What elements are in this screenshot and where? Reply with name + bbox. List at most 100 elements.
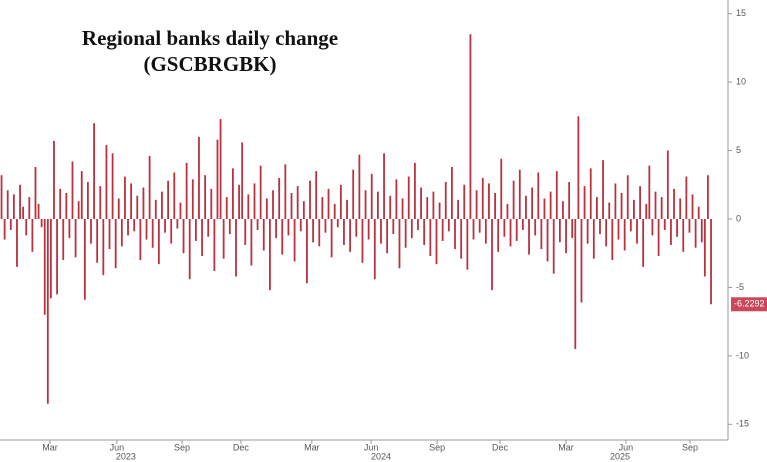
bar bbox=[370, 173, 373, 219]
bar bbox=[663, 219, 666, 230]
bar bbox=[558, 219, 561, 243]
bar bbox=[710, 219, 712, 305]
bar bbox=[22, 206, 25, 219]
bar bbox=[589, 168, 592, 219]
bar bbox=[568, 182, 571, 219]
year-label: 2023 bbox=[116, 451, 136, 461]
bar bbox=[302, 201, 305, 219]
bar bbox=[324, 219, 327, 233]
bar bbox=[151, 219, 154, 248]
bar bbox=[281, 219, 284, 255]
bar bbox=[188, 219, 191, 280]
bar bbox=[694, 219, 697, 248]
bar bbox=[77, 201, 80, 219]
bar bbox=[688, 219, 691, 233]
bar bbox=[447, 219, 450, 232]
bar bbox=[253, 183, 256, 219]
bar bbox=[595, 197, 598, 219]
bar bbox=[432, 191, 435, 219]
bar bbox=[117, 198, 120, 219]
bar bbox=[179, 202, 182, 219]
bar bbox=[216, 139, 219, 219]
bar bbox=[16, 219, 18, 267]
bar bbox=[608, 202, 611, 219]
bar bbox=[420, 187, 422, 219]
bar bbox=[247, 194, 250, 219]
bar bbox=[161, 191, 163, 219]
bar bbox=[481, 177, 484, 219]
bar bbox=[478, 219, 481, 233]
bar bbox=[296, 186, 299, 219]
bar bbox=[250, 219, 253, 266]
bar bbox=[346, 199, 348, 219]
bar bbox=[460, 219, 463, 259]
x-tick-label: Dec bbox=[233, 442, 250, 452]
bar bbox=[37, 203, 40, 219]
bar bbox=[339, 184, 342, 219]
bar bbox=[543, 198, 546, 219]
x-tick-label: Jun bbox=[110, 442, 125, 452]
bar bbox=[25, 219, 28, 236]
bar bbox=[170, 219, 173, 244]
bar bbox=[361, 219, 364, 263]
bar bbox=[124, 176, 126, 219]
bar bbox=[469, 34, 472, 219]
bar bbox=[12, 194, 15, 219]
bar bbox=[413, 162, 416, 219]
bar bbox=[691, 194, 694, 219]
bar bbox=[213, 219, 216, 272]
bar bbox=[562, 201, 564, 219]
bar bbox=[284, 164, 287, 219]
y-tick-label: 10 bbox=[736, 77, 746, 87]
bar bbox=[148, 156, 151, 219]
bar bbox=[549, 191, 552, 219]
bar bbox=[309, 180, 311, 219]
bar bbox=[176, 219, 179, 229]
bar bbox=[241, 142, 244, 219]
bar bbox=[259, 165, 262, 219]
bar bbox=[512, 180, 515, 219]
bar bbox=[256, 219, 259, 230]
bar bbox=[173, 172, 176, 219]
bar bbox=[290, 192, 293, 219]
last-value-label: -6.2292 bbox=[734, 299, 765, 309]
bar bbox=[488, 183, 490, 219]
bar bbox=[62, 219, 65, 261]
bar bbox=[31, 219, 34, 252]
bar bbox=[154, 199, 157, 219]
bar bbox=[358, 154, 361, 219]
bar bbox=[438, 202, 441, 219]
bar bbox=[114, 219, 117, 269]
bar bbox=[321, 197, 324, 219]
bar bbox=[503, 219, 506, 237]
bar bbox=[127, 219, 129, 236]
bar bbox=[0, 175, 3, 219]
bar bbox=[120, 219, 123, 247]
bar bbox=[386, 219, 389, 254]
bar bbox=[537, 172, 540, 219]
bar bbox=[383, 153, 385, 219]
bar bbox=[509, 219, 512, 247]
bar bbox=[639, 186, 641, 219]
bar bbox=[19, 184, 21, 219]
bar bbox=[185, 162, 188, 219]
bar bbox=[102, 219, 105, 276]
bar bbox=[182, 219, 185, 254]
bar bbox=[417, 219, 419, 230]
bar bbox=[651, 219, 654, 236]
bar bbox=[352, 169, 355, 219]
bar bbox=[466, 219, 469, 270]
bar bbox=[330, 219, 333, 258]
bar bbox=[231, 168, 234, 219]
bar bbox=[645, 203, 648, 219]
bar bbox=[157, 219, 160, 265]
bar bbox=[327, 188, 330, 219]
bar bbox=[611, 219, 614, 261]
bar bbox=[592, 219, 595, 259]
bar bbox=[201, 219, 203, 256]
bar bbox=[306, 219, 308, 284]
bar bbox=[235, 219, 237, 277]
x-tick-label: Jun bbox=[364, 442, 379, 452]
bar bbox=[484, 219, 487, 244]
bar bbox=[401, 198, 404, 219]
